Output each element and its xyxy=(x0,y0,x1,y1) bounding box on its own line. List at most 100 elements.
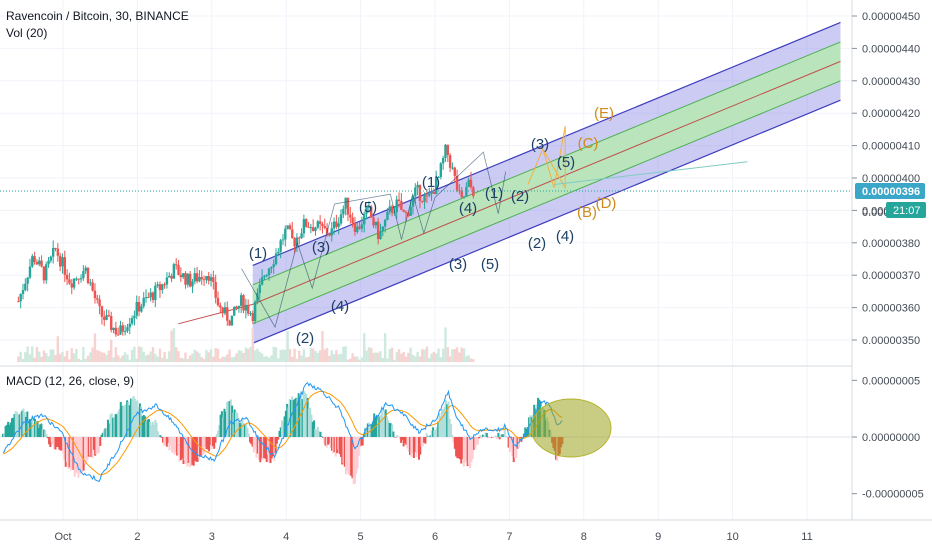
macd-histogram-bar xyxy=(163,437,166,446)
candle-body xyxy=(51,247,55,257)
macd-histogram-bar xyxy=(50,437,53,442)
macd-histogram-bar xyxy=(423,437,426,443)
macd-histogram-bar xyxy=(233,409,236,437)
macd-histogram-bar xyxy=(529,415,532,437)
time-axis[interactable]: Oct 2 3 4 5 6 7 8 9 10 11 xyxy=(54,531,812,543)
volume-bar xyxy=(240,350,243,362)
candle-body xyxy=(230,315,234,326)
macd-histogram-bar xyxy=(275,437,278,444)
macd-histogram-bar xyxy=(410,437,413,457)
candle-body xyxy=(335,221,338,227)
volume-bar xyxy=(293,348,296,362)
volume-bar xyxy=(309,347,313,362)
volume-bar xyxy=(421,349,424,362)
volume-bar xyxy=(472,359,475,362)
volume-bar xyxy=(61,351,64,362)
volume-bar xyxy=(137,346,141,362)
macd-histogram-bar xyxy=(391,424,394,437)
volume-bar xyxy=(451,349,454,362)
macd-histogram-bar xyxy=(99,437,102,446)
volume-bar xyxy=(411,354,415,362)
candle-body xyxy=(168,275,171,278)
candle-body xyxy=(284,228,287,240)
candle-body xyxy=(365,206,368,214)
volume-bar xyxy=(151,347,155,362)
volume-bar xyxy=(437,348,440,362)
macd-histogram-bar xyxy=(419,437,422,455)
macd-histogram-bar xyxy=(379,415,382,437)
candle-body xyxy=(256,293,259,302)
candle-body xyxy=(309,227,313,229)
macd-histogram-bar xyxy=(453,437,456,449)
macd-histogram-bar xyxy=(309,407,312,437)
macd-histogram-bar xyxy=(48,437,51,445)
volume-bar xyxy=(430,353,433,362)
macd-histogram-bar xyxy=(30,421,33,437)
macd-line xyxy=(2,382,563,483)
volume-bar xyxy=(263,356,266,362)
candle-body xyxy=(293,238,296,247)
macd-histogram-bar xyxy=(73,437,76,477)
bar-countdown: 21:07 xyxy=(893,205,921,217)
candle-body xyxy=(407,213,410,216)
candle-body xyxy=(149,292,152,298)
price-axis[interactable]: 0.00000450 0.00000440 0.00000430 0.00000420… xyxy=(852,11,920,347)
macd-histogram-bar xyxy=(507,437,510,448)
macd-histogram-bar xyxy=(293,398,296,437)
macd-histogram-bar xyxy=(364,428,367,437)
macd-histogram-bar xyxy=(237,417,240,437)
macd-histogram-bar xyxy=(218,425,221,437)
macd-histogram-bar xyxy=(506,437,509,438)
volume-bar xyxy=(114,347,118,362)
macd-histogram-bar xyxy=(130,398,132,437)
macd-histogram-bar xyxy=(98,437,100,453)
candle-body xyxy=(425,195,429,197)
volume-bar xyxy=(140,347,143,362)
macd-histogram-bar xyxy=(465,437,468,461)
volume-bar xyxy=(369,347,373,362)
macd-histogram-bar xyxy=(279,427,282,437)
candle-body xyxy=(151,292,155,301)
macd-histogram-bar xyxy=(126,400,129,437)
wave-zigzag-line xyxy=(241,151,507,329)
candle-body xyxy=(93,290,97,299)
candle-body xyxy=(33,256,36,263)
macd-histogram-bar xyxy=(58,437,61,450)
macd-histogram-bar xyxy=(23,412,26,437)
price-tick-label: 0.00000380 xyxy=(862,238,920,250)
macd-histogram-bar xyxy=(121,405,124,437)
volume-bar xyxy=(119,357,122,362)
candle-body xyxy=(360,224,364,229)
candle-body xyxy=(219,305,222,308)
volume-bar xyxy=(84,358,87,362)
macd-histogram-bar xyxy=(323,437,326,444)
candle-body xyxy=(128,323,131,328)
volume-bar xyxy=(441,348,445,362)
macd-histogram-bar xyxy=(341,437,344,465)
volume-bar xyxy=(330,350,333,362)
macd-histogram-bar xyxy=(103,429,106,437)
macd-histogram-bar xyxy=(501,434,504,437)
macd-histogram-bar xyxy=(138,403,141,437)
volume-bar xyxy=(58,353,62,362)
macd-histogram-bar xyxy=(201,437,204,456)
volume-bar xyxy=(414,356,417,362)
wave-label-orange: (B) xyxy=(577,204,597,221)
macd-axis[interactable]: 0.00000005 0.00000000 -0.00000005 xyxy=(852,375,924,501)
volume-bar xyxy=(288,348,292,362)
macd-histogram-bar xyxy=(108,423,111,437)
wave-label-blue: (1) xyxy=(422,174,440,191)
candle-body xyxy=(437,176,440,178)
macd-histogram-bar xyxy=(320,436,323,437)
macd-histogram-bar xyxy=(44,430,47,437)
candle-body xyxy=(472,187,475,197)
macd-histogram-bar xyxy=(195,437,198,462)
candle-body xyxy=(200,277,203,280)
macd-histogram-bar xyxy=(505,435,508,437)
time-tick-label: 4 xyxy=(283,531,289,543)
macd-histogram-bar xyxy=(105,427,108,437)
macd-histogram-bar xyxy=(42,429,45,437)
candle-body xyxy=(31,256,34,267)
macd-histogram-bar xyxy=(83,437,86,464)
